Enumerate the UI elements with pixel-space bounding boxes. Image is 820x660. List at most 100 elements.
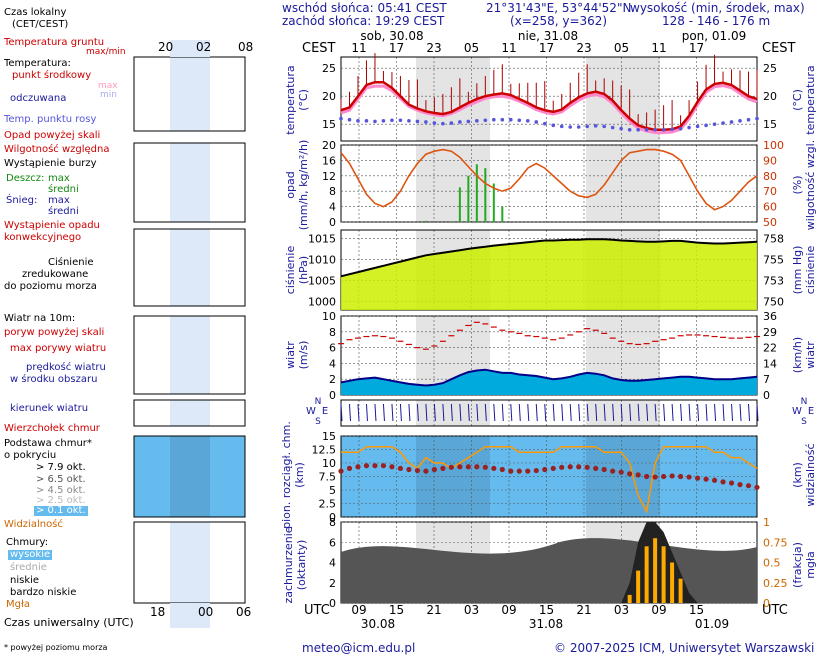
dew-point xyxy=(483,118,488,123)
label-pres-right-unit: (mm Hg) xyxy=(791,246,804,295)
wind-arrow xyxy=(408,403,411,422)
date-label-bottom: 30.08 xyxy=(361,617,395,631)
fog-bar xyxy=(627,594,632,603)
humidity-line xyxy=(340,148,758,211)
wind-tick-right: 22 xyxy=(763,342,777,355)
wind-arrow xyxy=(612,403,615,422)
rain-bar xyxy=(450,221,453,222)
temp-tick-right: 25 xyxy=(763,62,777,75)
compass-n: N xyxy=(801,397,808,407)
label-temp-left-unit: (°C) xyxy=(297,89,310,111)
wind-speed-area xyxy=(341,369,757,395)
fog-bar xyxy=(670,562,675,603)
cloud-top-point xyxy=(423,468,429,474)
wind-arrow xyxy=(705,403,708,422)
cover-tick-right: 0 xyxy=(763,597,770,610)
dew-point xyxy=(687,125,691,130)
cloud-top-point xyxy=(694,475,701,481)
legend-rain: Deszcz: xyxy=(6,173,45,184)
mini-hour-top: 02 xyxy=(196,40,211,54)
cloud-tick-left: 12.5 xyxy=(312,444,337,457)
legend-temperature: Temperatura: xyxy=(4,58,71,69)
legend-vlow: bardzo niskie xyxy=(10,587,77,598)
label-prec-right: wilgotność wzgl. xyxy=(804,140,817,230)
dew-point xyxy=(695,124,700,129)
wind-tick-right: 7 xyxy=(763,373,770,386)
date-label-bottom: 31.08 xyxy=(529,617,563,631)
mini-night-band xyxy=(170,229,210,306)
label-cloud-left-unit: (km) xyxy=(293,462,306,488)
fog-bar xyxy=(653,538,658,603)
cloud-top-point xyxy=(593,465,599,471)
wind-arrow xyxy=(688,403,691,422)
mini-panel-frame xyxy=(133,399,246,427)
wind-arrow xyxy=(399,403,402,422)
legend-conv2: konwekcyjnego xyxy=(4,232,82,243)
legend-local-time: Czas lokalny xyxy=(4,7,67,18)
legend-pressure2: zredukowane xyxy=(22,269,89,280)
mini-hour-top: 08 xyxy=(238,40,253,54)
cloud-top-point xyxy=(499,466,505,473)
cloud-top-point xyxy=(431,466,437,473)
coords-text: 21°31'43"E, 53°44'52"N xyxy=(486,1,632,15)
cloud-top-point xyxy=(525,468,531,474)
legend-conv: Wystąpienie opadu xyxy=(4,220,100,231)
wind-arrow xyxy=(535,403,538,422)
pres-tick-left: 1015 xyxy=(308,232,336,245)
legend-soil-temp: Temperatura gruntu xyxy=(4,37,105,48)
dew-point xyxy=(704,123,708,128)
cloud-top-point xyxy=(686,474,692,480)
label-pres-left-unit: (hPa) xyxy=(297,256,310,284)
dew-point xyxy=(441,121,445,126)
day-label-top: sob, 30.08 xyxy=(360,29,423,43)
wind-tick-left: 4 xyxy=(329,357,336,370)
compass-n: N xyxy=(315,397,322,407)
temp-tick-left: 15 xyxy=(322,118,336,131)
dew-point xyxy=(585,124,590,129)
rain-bar xyxy=(424,220,427,222)
cover-tick-left: 2 xyxy=(329,577,336,590)
elevation-values: 128 - 146 - 176 m xyxy=(662,14,771,28)
legend-clouds: Chmury: xyxy=(6,537,49,548)
wind-arrow xyxy=(739,403,742,422)
prec-tick-left: 4 xyxy=(329,201,336,214)
wind-tick-right: 14 xyxy=(763,357,777,370)
compass-s: S xyxy=(315,417,321,427)
hour-label-top: 17 xyxy=(539,41,554,55)
legend-rain-mean: średni xyxy=(48,184,79,195)
label-prec-right-unit: (%) xyxy=(791,175,804,194)
dew-point xyxy=(500,117,505,122)
dew-point xyxy=(670,127,674,132)
legend-mid: średnie xyxy=(10,562,47,573)
cloud-top-point xyxy=(754,484,760,490)
cloud-top-point xyxy=(635,472,641,478)
footnote: * powyżej poziomu morza xyxy=(4,643,108,652)
cloud-top-point xyxy=(465,464,471,470)
cloud-top-point xyxy=(380,463,387,469)
pres-tick-left: 1000 xyxy=(308,296,336,309)
dew-point xyxy=(466,119,471,124)
cloud-top-point xyxy=(355,464,361,470)
hour-label-bottom: 15 xyxy=(689,603,704,617)
panel-bg xyxy=(340,144,758,223)
fog-bar xyxy=(636,570,641,603)
rain-bar xyxy=(475,164,478,222)
cloud-tick-left: 5 xyxy=(329,484,336,497)
mini-night-band xyxy=(170,316,210,394)
mini-night-band xyxy=(170,522,210,603)
cloud-top-point xyxy=(346,465,353,471)
night-band xyxy=(416,145,490,222)
dew-point xyxy=(610,125,615,130)
wind-tick-left: 8 xyxy=(329,326,336,339)
rain-bar xyxy=(492,183,495,222)
hour-label-bottom: 15 xyxy=(389,603,404,617)
legend-visibility: Widzialność xyxy=(4,519,63,530)
dew-point xyxy=(551,123,556,128)
prec-tick-right: 70 xyxy=(763,185,777,198)
footer-email[interactable]: meteo@icm.edu.pl xyxy=(302,641,416,655)
label-cloud-right-unit: (km) xyxy=(791,462,804,488)
cloud-top-point xyxy=(644,473,650,480)
legend-tail: Wierzchołek chmur xyxy=(4,423,100,434)
pres-tick-right: 755 xyxy=(763,253,784,266)
